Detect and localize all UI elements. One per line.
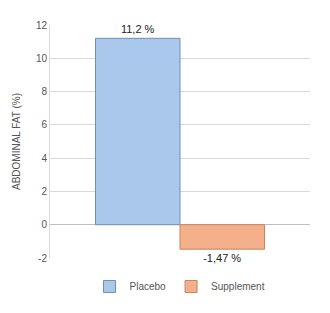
svg-text:Placebo: Placebo (130, 281, 167, 292)
svg-text:ABDOMINAL FAT (%): ABDOMINAL FAT (%) (11, 93, 22, 190)
svg-text:0: 0 (41, 219, 47, 230)
svg-text:6: 6 (41, 119, 47, 130)
svg-text:-2: -2 (38, 253, 47, 264)
svg-text:4: 4 (41, 153, 47, 164)
svg-text:2: 2 (41, 186, 47, 197)
svg-text:-1,47 %: -1,47 % (203, 252, 241, 264)
svg-text:12: 12 (36, 20, 48, 31)
svg-text:Supplement: Supplement (211, 281, 265, 292)
svg-text:10: 10 (36, 53, 48, 64)
svg-text:8: 8 (41, 86, 47, 97)
svg-text:11,2 %: 11,2 % (121, 23, 155, 35)
